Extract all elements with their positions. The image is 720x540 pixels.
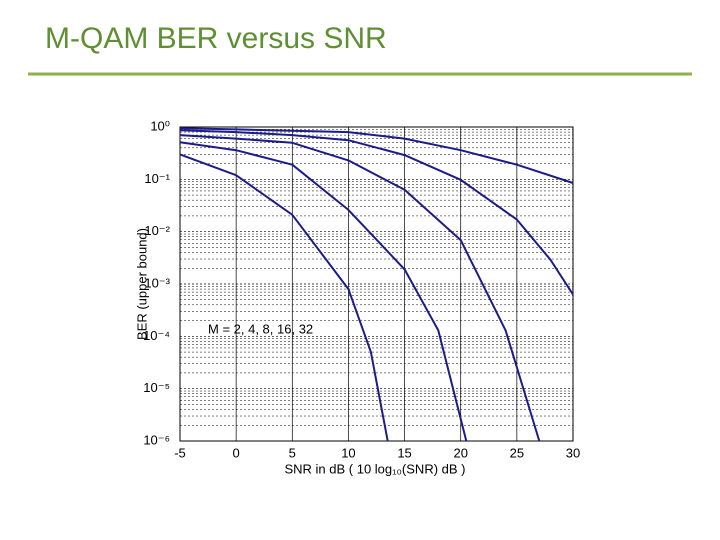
x-tick-label: -5	[174, 445, 186, 460]
ber-curve	[179, 134, 541, 442]
y-tick-label: 10⁻¹	[144, 171, 170, 186]
ber-curve	[179, 127, 574, 184]
y-tick-label: 10⁻⁶	[143, 432, 170, 447]
x-tick-label: 5	[289, 445, 296, 460]
x-axis-label: SNR in dB ( 10 log₁₀(SNR) dB )	[284, 461, 465, 476]
y-tick-label: 10⁻²	[144, 223, 170, 238]
x-tick-label: 15	[397, 445, 411, 460]
y-axis-label: BER (upper bound)	[134, 228, 149, 340]
y-tick-label: 10⁻⁴	[143, 328, 170, 343]
ber-curve	[179, 153, 389, 442]
ber-curve	[179, 129, 574, 296]
x-tick-label: 30	[566, 445, 580, 460]
plot-frame	[179, 126, 574, 442]
annotation: M = 2, 4, 8, 16, 32	[208, 321, 313, 336]
y-tick-label: 10⁻³	[144, 275, 170, 290]
x-tick-label: 10	[341, 445, 355, 460]
y-tick-label: 10⁰	[150, 118, 170, 133]
ber-curve	[179, 141, 468, 442]
slide-title: M-QAM BER versus SNR	[45, 22, 387, 55]
x-tick-label: 25	[510, 445, 524, 460]
x-tick-label: 0	[233, 445, 240, 460]
x-tick-label: 20	[453, 445, 467, 460]
y-tick-label: 10⁻⁵	[143, 380, 170, 395]
